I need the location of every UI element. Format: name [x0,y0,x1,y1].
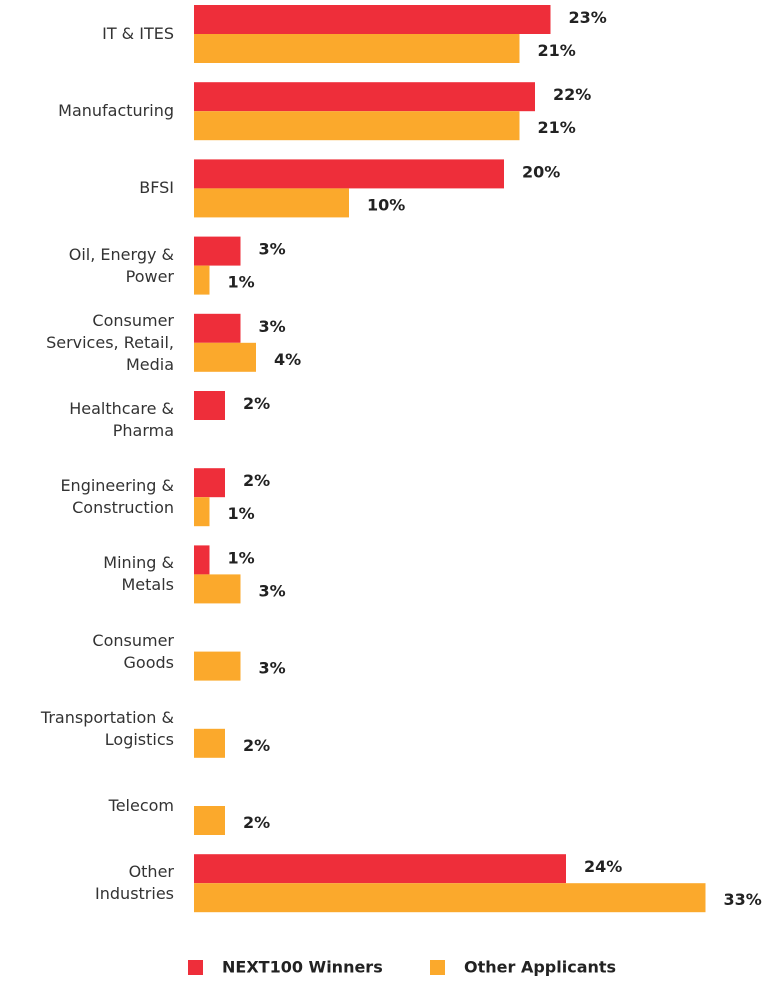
bar [194,651,241,681]
category-label: Oil, Energy & Power [68,244,174,286]
value-label: 21% [538,118,576,137]
value-label: 1% [228,504,255,523]
value-label: 22% [553,85,591,104]
bar [194,313,241,343]
bar [194,188,349,218]
value-label: 1% [228,273,255,292]
value-label: 33% [724,890,762,909]
bar [194,728,225,758]
value-label: 2% [243,471,270,490]
value-label: 2% [243,394,270,413]
value-label: 1% [228,548,255,567]
bar [194,342,256,372]
bar [194,574,241,604]
bar [194,545,210,575]
value-label: 3% [259,240,286,259]
value-label: 3% [259,317,286,336]
category-label: Consumer Services, Retail, Media [46,310,174,374]
legend-label: NEXT100 Winners [222,958,383,977]
legend-swatch [188,960,203,975]
bar [194,5,551,34]
category-label: Consumer Goods [92,630,174,672]
category-label: Healthcare & Pharma [69,399,174,440]
category-label: Manufacturing [58,101,174,121]
bar [194,265,210,295]
category-label: Mining & Metals [103,553,174,595]
value-label: 3% [259,659,286,678]
value-label: 2% [243,736,270,755]
value-label: 20% [522,162,560,181]
legend-label: Other Applicants [464,958,616,977]
bar [194,159,504,189]
category-label: Telecom [108,796,174,815]
category-label: IT & ITES [102,24,174,43]
bar [194,468,225,498]
value-label: 10% [367,195,405,214]
bar [194,111,520,141]
category-label: Transportation & Logistics [40,707,174,749]
legend-swatch [430,960,445,975]
bar [194,391,225,420]
value-label: 23% [569,8,607,27]
category-label: Engineering & Construction [60,476,174,518]
value-label: 3% [259,581,286,600]
value-label: 4% [274,350,301,369]
value-label: 24% [584,857,622,876]
bar [194,497,210,527]
category-label: BFSI [139,178,174,198]
bar [194,34,520,63]
bar [194,883,706,913]
bar [194,854,566,884]
category-label: Other Industries [95,862,174,904]
bar [194,806,225,835]
bar [194,82,535,112]
value-label: 21% [538,41,576,60]
bar [194,236,241,266]
value-label: 2% [243,813,270,832]
